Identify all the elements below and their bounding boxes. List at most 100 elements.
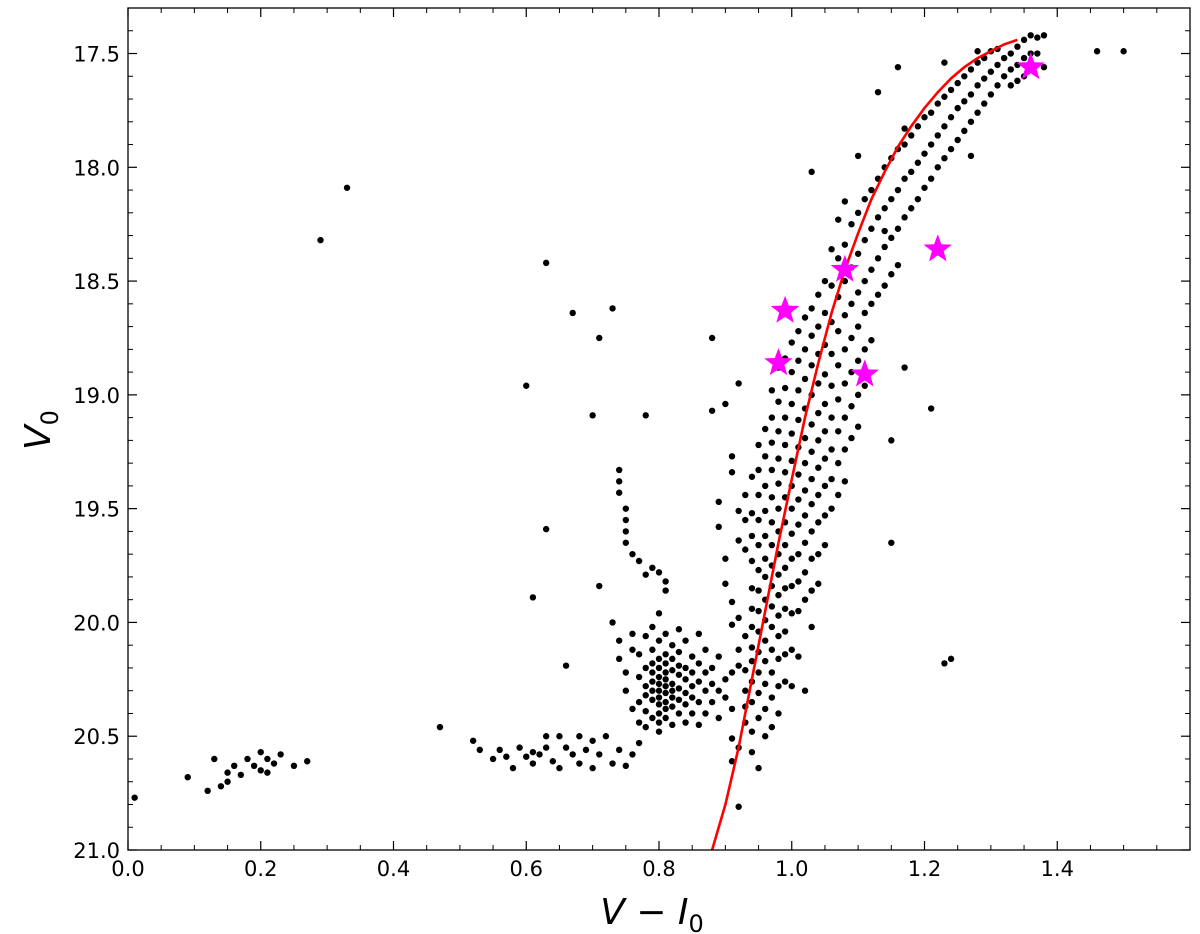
data-point-252 (768, 669, 776, 676)
data-point-129 (669, 703, 676, 710)
data-point-218 (755, 587, 762, 594)
data-point-461 (954, 136, 961, 144)
data-point-331 (808, 587, 815, 594)
data-point-401 (861, 346, 868, 353)
x-tick-label: 0.8 (642, 857, 675, 881)
data-point-468 (967, 152, 975, 160)
data-point-170 (708, 334, 716, 342)
data-point-497 (1040, 32, 1048, 39)
data-point-500 (1120, 48, 1127, 55)
data-point-15 (270, 760, 278, 767)
y-tick-label: 19.5 (73, 498, 120, 522)
data-point-187 (735, 662, 742, 669)
fit-curve (710, 38, 1018, 850)
data-point-342 (815, 519, 822, 526)
data-point-471 (974, 109, 981, 116)
data-point-191 (742, 491, 749, 499)
data-point-17 (290, 762, 298, 769)
data-point-91 (642, 692, 649, 699)
data-point-257 (775, 428, 782, 435)
data-point-136 (675, 710, 683, 717)
data-point-50 (629, 751, 636, 758)
data-point-73 (649, 564, 656, 572)
data-point-310 (801, 346, 809, 353)
data-point-108 (655, 664, 663, 672)
data-point-10 (250, 762, 258, 769)
data-point-0 (131, 794, 138, 801)
data-point-448 (934, 132, 941, 139)
data-point-302 (795, 471, 802, 478)
data-point-30 (529, 760, 537, 767)
data-point-361 (828, 446, 835, 453)
data-point-186 (735, 646, 742, 653)
data-point-199 (748, 473, 756, 480)
y-tick-label: 21.0 (73, 839, 120, 863)
star-point-1 (770, 295, 800, 323)
data-point-33 (542, 733, 550, 740)
data-point-1 (184, 773, 191, 781)
data-point-228 (762, 482, 769, 490)
data-point-367 (835, 327, 842, 335)
data-point-459 (954, 79, 961, 87)
data-point-398 (861, 236, 868, 244)
data-point-305 (795, 550, 802, 558)
data-point-112 (655, 728, 663, 735)
data-point-20 (343, 184, 351, 191)
data-point-371 (835, 459, 842, 467)
data-point-377 (841, 346, 849, 353)
data-point-375 (841, 277, 849, 285)
data-point-193 (742, 546, 749, 553)
data-point-14 (264, 769, 271, 776)
data-point-63 (615, 478, 623, 485)
data-point-175 (722, 580, 729, 587)
data-point-27 (509, 764, 517, 772)
data-point-171 (708, 407, 716, 414)
data-point-455 (947, 655, 955, 663)
data-point-465 (967, 66, 975, 73)
data-point-128 (669, 687, 676, 694)
data-point-402 (861, 382, 868, 389)
data-point-83 (629, 630, 636, 638)
data-point-326 (808, 448, 815, 455)
data-point-176 (722, 555, 729, 562)
data-point-417 (881, 227, 888, 235)
data-point-100 (649, 714, 656, 722)
data-point-332 (808, 623, 815, 631)
data-point-224 (755, 714, 762, 722)
data-point-426 (894, 225, 902, 232)
data-point-464 (961, 127, 968, 135)
data-point-207 (748, 657, 756, 665)
data-point-137 (675, 662, 683, 669)
data-point-304 (795, 521, 802, 528)
data-point-133 (675, 671, 683, 678)
data-point-146 (688, 682, 696, 690)
data-point-107 (655, 701, 663, 708)
data-point-183 (735, 380, 742, 387)
data-point-394 (854, 391, 862, 399)
data-point-410 (874, 255, 882, 262)
data-point-120 (662, 660, 669, 667)
data-point-225 (755, 764, 762, 772)
data-point-67 (622, 528, 630, 535)
data-point-329 (808, 528, 815, 535)
data-point-251 (768, 646, 776, 653)
data-point-62 (615, 466, 623, 474)
data-point-21 (436, 723, 444, 731)
data-point-37 (556, 764, 563, 772)
data-point-229 (762, 507, 769, 515)
x-tick-label: 1.0 (775, 857, 808, 881)
data-point-372 (835, 491, 842, 499)
data-point-444 (927, 141, 935, 148)
data-point-368 (835, 362, 842, 369)
data-point-474 (981, 75, 988, 82)
axes: 0.0 0.2 0.4 0.6 0.8 1.0 1.2 1.4 17.5 18.0 18.5 19.0… (73, 7, 1191, 881)
data-point-422 (888, 437, 895, 444)
data-point-428 (894, 63, 902, 71)
data-point-447 (934, 100, 941, 107)
data-point-392 (854, 323, 862, 330)
data-point-256 (775, 398, 782, 405)
data-point-258 (775, 455, 782, 462)
data-point-124 (662, 630, 669, 638)
data-point-58 (589, 412, 596, 419)
data-point-115 (662, 669, 669, 676)
